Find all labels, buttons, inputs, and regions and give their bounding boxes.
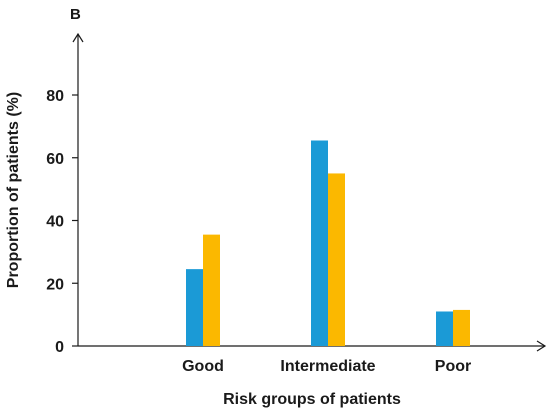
bars: [186, 140, 470, 346]
y-tick-label: 60: [46, 151, 64, 168]
x-axis-arrowhead: [536, 340, 547, 352]
bar-series-1-poor: [436, 311, 453, 346]
y-axis-arrowhead: [72, 32, 84, 43]
x-tick-label: Good: [182, 358, 224, 375]
y-ticks: 0 20 40 60 80: [46, 88, 78, 356]
y-tick-label: 0: [55, 339, 64, 356]
y-tick-label: 20: [46, 276, 64, 293]
bar-series-2-good: [203, 234, 220, 346]
x-tick-label: Poor: [435, 358, 471, 375]
bar-series-2-intermediate: [328, 173, 345, 346]
x-axis-title: Risk groups of patients: [223, 391, 401, 408]
x-tick-label: Intermediate: [280, 358, 375, 375]
bar-series-2-poor: [453, 309, 470, 346]
y-tick-label: 40: [46, 214, 64, 231]
y-tick-label: 80: [46, 88, 64, 105]
bar-series-1-good: [186, 269, 203, 346]
y-axis: [72, 32, 84, 346]
panel-label: B: [70, 6, 81, 23]
y-axis-title: Proportion of patients (%): [5, 92, 22, 288]
x-ticks: Good Intermediate Poor: [182, 358, 471, 375]
bar-series-1-intermediate: [311, 140, 328, 346]
